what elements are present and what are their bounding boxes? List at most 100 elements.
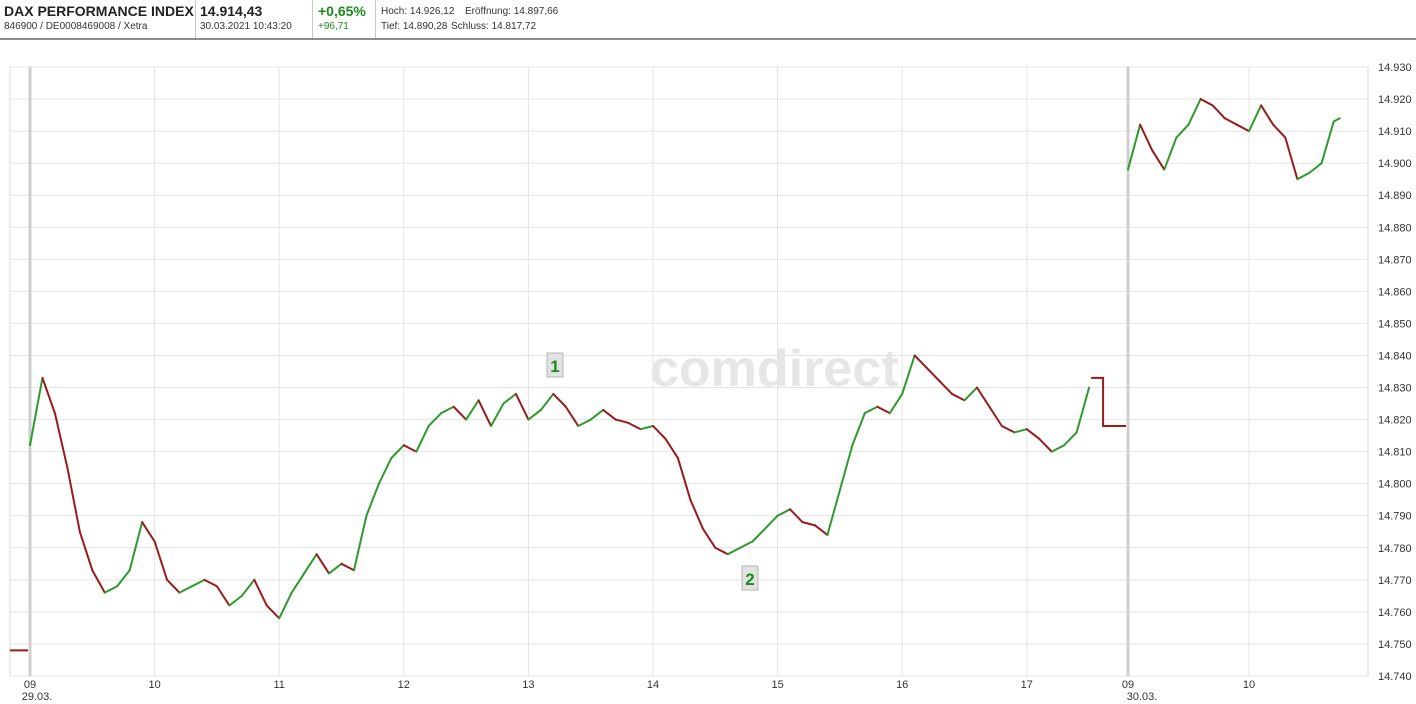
y-tick-label: 14.740 (1378, 671, 1412, 683)
day1-price-segment (1000, 424, 1016, 434)
day1-price-segment (564, 405, 580, 427)
y-tick-label: 14.810 (1378, 447, 1412, 459)
day1-price-segment (689, 498, 704, 530)
day2-price-segment (1272, 123, 1287, 139)
marker-1-box (546, 352, 564, 378)
divider (375, 0, 376, 38)
day1-price-segment (390, 444, 405, 460)
day2-price-segment (1163, 136, 1178, 171)
x-tick-label: 10 (1243, 679, 1255, 691)
day1-price-segment (502, 392, 517, 405)
x-tick-label: 10 (148, 679, 160, 691)
day1-price-segment (676, 457, 692, 501)
day1-price-segment (91, 569, 106, 594)
day1-price-segment (240, 578, 256, 597)
marker-1-label: 1 (550, 357, 559, 376)
day1-price-segment (303, 553, 318, 575)
y-tick-label: 14.830 (1378, 383, 1412, 395)
day1-price-segment (539, 392, 555, 411)
grid (9, 66, 1369, 677)
day2-price-segment (1308, 162, 1323, 174)
y-tick-label: 14.790 (1378, 511, 1412, 523)
day2-price-segment (1235, 123, 1250, 133)
x-tick-label: 12 (398, 679, 410, 691)
day2-price-segment (1260, 104, 1275, 126)
instrument-name: DAX PERFORMANCE INDEX (4, 3, 194, 19)
day1-price-segment (452, 405, 468, 421)
day2-price-segment (1284, 136, 1299, 181)
day1-price-segment (664, 437, 679, 460)
y-tick-label: 14.930 (1378, 62, 1412, 74)
day1-price-segment (801, 521, 816, 527)
day1-price-segment (415, 424, 430, 453)
day1-price-segment (838, 444, 854, 492)
day1-price-segment (340, 562, 355, 572)
day1-price-segment (813, 524, 829, 536)
quote-header: DAX PERFORMANCE INDEX 846900 / DE0008469… (0, 0, 1416, 40)
day1-price-segment (938, 380, 954, 395)
day2-price-segment (1127, 123, 1142, 171)
day1-price-segment (440, 405, 455, 415)
day1-price-segment (377, 457, 393, 485)
divider (195, 0, 196, 38)
day1-price-segment (1025, 428, 1041, 440)
date-label: 29.03. (22, 691, 53, 703)
day2-price-segment (1320, 120, 1335, 165)
day1-price-segment (739, 540, 754, 549)
last-price: 14.914,43 (200, 3, 263, 19)
price-cell: 14.914,43 30.03.2021 10:43:20 (200, 0, 306, 38)
day1-price-segment (602, 408, 617, 421)
day1-price-segment (963, 386, 978, 402)
day1-price-segment (29, 376, 44, 447)
day1-price-segment (253, 578, 268, 607)
day1-price-segment (1013, 428, 1028, 434)
price-series (10, 98, 1341, 652)
day1-price-segment (128, 521, 144, 572)
day1-price-segment (552, 392, 567, 408)
day1-price-segment (726, 546, 742, 556)
high-value: Hoch: 14.926,12 (381, 6, 455, 17)
date-label: 30.03. (1127, 691, 1158, 703)
day1-price-segment (701, 527, 717, 549)
day1-price-segment (352, 514, 368, 572)
day2-price-segment (1199, 98, 1214, 107)
day1-price-segment (826, 489, 841, 536)
day1-price-segment (427, 412, 443, 427)
x-tick-label: 09 (1122, 679, 1134, 691)
day1-price-segment (153, 540, 169, 581)
low-value: Tief: 14.890,28 (381, 21, 448, 32)
x-tick-label: 15 (771, 679, 783, 691)
day1-price-segment (190, 578, 206, 588)
day1-price-segment (477, 399, 493, 427)
change-cell: +0,65% +96,71 (318, 0, 372, 38)
y-tick-label: 14.860 (1378, 286, 1412, 298)
day1-price-segment (751, 527, 767, 543)
day2-price-segment (1332, 117, 1341, 123)
y-tick-label: 14.760 (1378, 607, 1412, 619)
day1-price-segment (589, 408, 605, 421)
day1-price-segment (614, 418, 630, 424)
day1-price-segment (53, 412, 69, 469)
instrument-ids: 846900 / DE0008469008 / Xetra (4, 21, 148, 32)
change-percent: +0,65% (318, 3, 366, 19)
day1-price-segment (490, 402, 505, 427)
day1-price-segment (577, 418, 592, 427)
post-close-line (1091, 376, 1126, 427)
day1-price-segment (166, 578, 181, 594)
instrument-cell: DAX PERFORMANCE INDEX 846900 / DE0008469… (4, 0, 194, 38)
y-tick-label: 14.820 (1378, 415, 1412, 427)
day1-price-segment (863, 405, 879, 415)
day1-price-segment (315, 553, 331, 575)
day1-price-segment (951, 392, 966, 402)
day1-price-segment (851, 412, 866, 447)
day1-price-segment (203, 578, 218, 588)
y-tick-label: 14.890 (1378, 190, 1412, 202)
day1-price-segment (278, 591, 293, 620)
x-axis: 09 10 11 12 13 14 15 16 17 09 10 29.03. 30.03. (22, 679, 1255, 703)
day1-price-segment (876, 405, 891, 415)
day1-price-segment (901, 354, 916, 395)
x-tick-label: 13 (522, 679, 534, 691)
day1-price-segment (66, 466, 81, 533)
stats-cell: Hoch: 14.926,12 Eröffnung: 14.897,66 Tie… (381, 0, 681, 38)
x-tick-label: 14 (647, 679, 659, 691)
